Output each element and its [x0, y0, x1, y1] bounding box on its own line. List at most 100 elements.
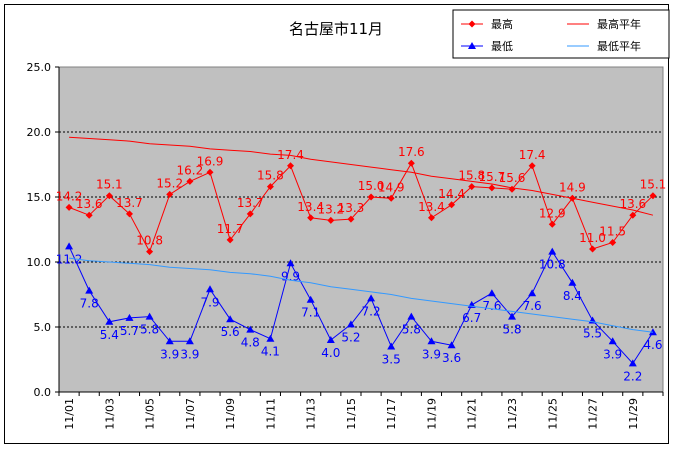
point-最高 [246, 210, 254, 218]
point-最低 [286, 259, 295, 267]
data-label: 3.9 [422, 347, 441, 361]
point-最低 [125, 313, 134, 321]
point-最低 [508, 312, 516, 320]
point-最高 [528, 162, 536, 170]
legend-label: 最低 [491, 40, 513, 53]
series-line-最低平年 [69, 257, 653, 333]
y-tick-label: 5.0 [34, 321, 52, 334]
data-label: 11.2 [56, 252, 83, 266]
data-label: 3.9 [180, 347, 199, 361]
data-label: 13.2 [317, 202, 344, 216]
point-最高 [589, 245, 597, 253]
point-最低 [528, 289, 537, 297]
point-最低 [608, 337, 617, 345]
data-label: 8.4 [563, 289, 582, 303]
series-line-最高 [68, 162, 654, 253]
data-label: 4.0 [321, 346, 340, 360]
point-最高 [266, 183, 274, 191]
x-tick-label: 11/17 [385, 398, 398, 430]
point-最高 [287, 162, 295, 170]
point-最高 [226, 236, 234, 244]
data-label: 5.5 [583, 327, 602, 341]
point-最高 [468, 183, 476, 191]
data-label: 13.3 [338, 201, 365, 215]
x-tick-label: 11/27 [587, 398, 600, 430]
legend-label: 最低平年 [597, 39, 641, 53]
point-最高 [307, 214, 315, 222]
point-最低 [346, 320, 355, 328]
data-label: 15.1 [640, 178, 667, 192]
point-最低 [65, 242, 74, 250]
data-label: 13.6 [76, 197, 103, 211]
data-label: 14.4 [438, 187, 465, 201]
point-最低 [165, 337, 174, 345]
point-最低 [266, 334, 275, 342]
data-label: 2.2 [623, 369, 642, 383]
y-tick-label: 10.0 [27, 256, 52, 269]
point-最低 [568, 278, 577, 286]
data-label: 3.5 [382, 353, 401, 367]
point-最高 [548, 220, 556, 228]
data-label: 15.1 [96, 178, 123, 192]
plot-area [58, 66, 664, 393]
data-label: 3.9 [160, 347, 179, 361]
x-tick-label: 11/01 [63, 398, 76, 430]
legend-label: 最高平年 [597, 17, 641, 31]
x-tick-label: 11/05 [144, 398, 157, 430]
y-tick-label: 0.0 [34, 386, 52, 399]
point-最低 [326, 336, 335, 343]
legend-marker [468, 20, 476, 28]
point-最低 [548, 247, 557, 255]
x-tick-label: 11/19 [425, 398, 438, 430]
point-最低 [628, 359, 637, 367]
data-label: 15.6 [499, 171, 526, 185]
data-label: 14.2 [56, 189, 83, 203]
x-tick-label: 11/03 [103, 398, 116, 430]
x-tick-label: 11/09 [224, 398, 237, 430]
data-label: 13.4 [297, 200, 324, 214]
point-最低 [145, 312, 154, 320]
data-label: 3.6 [442, 351, 461, 365]
point-最高 [166, 190, 174, 198]
point-最高 [387, 194, 395, 202]
legend-box [452, 9, 670, 59]
data-label: 11.5 [599, 225, 626, 239]
point-最高 [105, 192, 113, 200]
data-label: 5.8 [140, 323, 159, 337]
data-label: 4.1 [261, 345, 280, 359]
point-最高 [65, 203, 73, 211]
data-label: 5.8 [502, 323, 521, 337]
data-label: 13.7 [237, 196, 264, 210]
point-最高 [649, 192, 657, 200]
point-最高 [367, 193, 375, 201]
data-label: 15.0 [358, 179, 385, 193]
x-tick-label: 11/25 [546, 398, 559, 430]
data-label: 3.9 [603, 347, 622, 361]
data-label: 17.4 [277, 148, 304, 162]
data-label: 7.6 [523, 299, 542, 313]
point-最低 [487, 289, 496, 297]
point-最低 [105, 317, 114, 325]
y-tick-label: 15.0 [27, 191, 52, 204]
y-tick-label: 20.0 [27, 126, 52, 139]
legend-marker [468, 42, 476, 49]
point-最高 [206, 168, 214, 176]
data-label: 14.9 [378, 180, 405, 194]
chart-title: 名古屋市11月 [289, 20, 383, 38]
data-label: 6.7 [462, 311, 481, 325]
data-label: 13.4 [418, 200, 445, 214]
x-tick-label: 11/29 [627, 398, 640, 430]
point-最高 [146, 248, 154, 256]
data-label: 5.6 [221, 325, 240, 339]
point-最低 [447, 341, 456, 349]
data-label: 9.9 [281, 269, 300, 283]
data-label: 15.7 [479, 170, 506, 184]
point-最低 [185, 337, 194, 345]
legend-label: 最高 [491, 17, 513, 31]
data-label: 7.2 [362, 304, 381, 318]
point-最低 [306, 295, 315, 303]
data-label: 7.6 [482, 299, 501, 313]
point-最高 [629, 211, 637, 219]
data-label: 14.9 [559, 180, 586, 194]
